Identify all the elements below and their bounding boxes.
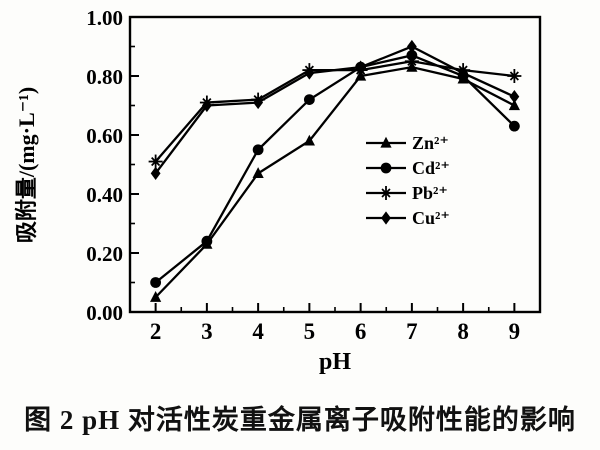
series-cd	[150, 49, 520, 288]
triangle-marker	[303, 134, 315, 146]
star-marker	[404, 54, 419, 69]
series-cd-line	[154, 54, 516, 284]
diamond-marker	[406, 39, 417, 54]
y-axis: 0.00 0.20 0.40 0.60 0.80 1.00 吸附量/(mg·L⁻¹)	[14, 6, 139, 325]
legend-entry-cu: Cu²⁺	[366, 208, 450, 228]
x-tick-label: 3	[201, 319, 213, 344]
legend: Zn²⁺ Cd²⁺ Pb²⁺ Cu²⁺	[366, 133, 450, 228]
series-cu-line	[154, 45, 515, 175]
diamond-marker	[150, 166, 161, 180]
circle-marker	[201, 235, 213, 247]
series-zn-line	[154, 65, 515, 299]
star-marker	[148, 154, 163, 169]
circle-marker	[380, 162, 392, 174]
circle-marker	[150, 277, 162, 288]
star-marker	[379, 186, 393, 200]
x-axis: 2 3 4 5 6 7 8 9 pH	[129, 303, 541, 375]
triangle-marker	[380, 136, 392, 148]
x-tick-label: 4	[252, 319, 264, 344]
legend-entry-cd: Cd²⁺	[366, 158, 450, 178]
y-tick-label: 0.40	[86, 183, 123, 207]
diamond-marker	[381, 211, 391, 225]
y-tick-label: 0.00	[86, 301, 123, 325]
legend-label: Zn²⁺	[412, 133, 449, 153]
x-axis-title: pH	[319, 349, 351, 375]
x-tick-label: 5	[304, 319, 316, 344]
adsorption-vs-ph-line-chart: 2 3 4 5 6 7 8 9 pH 0.00 0.20 0.40 0.60 0.80 1.00 吸附量/(m…	[14, 6, 542, 375]
diamond-marker	[201, 98, 212, 113]
y-axis-title: 吸附量/(mg·L⁻¹)	[14, 87, 39, 243]
circle-marker	[252, 144, 264, 156]
diamond-marker	[355, 60, 366, 74]
circle-marker	[508, 120, 520, 132]
x-tick-label: 7	[406, 319, 418, 344]
figure-caption: 图 2 pH 对活性炭重金属离子吸附性能的影响	[24, 405, 576, 435]
legend-entry-pb: Pb²⁺	[366, 183, 448, 203]
legend-entry-zn: Zn²⁺	[366, 133, 449, 153]
legend-label: Cd²⁺	[412, 158, 450, 178]
plot-frame	[128, 15, 542, 314]
x-tick-label: 9	[509, 319, 521, 344]
x-tick-label: 6	[355, 319, 367, 344]
star-marker	[507, 69, 522, 83]
y-tick-label: 0.80	[86, 65, 123, 89]
triangle-marker	[252, 167, 264, 178]
triangle-marker	[508, 99, 520, 111]
y-tick-label: 0.20	[86, 242, 123, 266]
y-tick-label: 0.60	[86, 124, 123, 148]
diamond-marker	[253, 95, 264, 110]
diamond-marker	[304, 66, 315, 80]
diamond-marker	[458, 66, 469, 80]
diamond-marker	[509, 90, 520, 104]
circle-marker	[303, 94, 315, 105]
legend-label: Cu²⁺	[412, 208, 450, 228]
series-zn	[150, 60, 520, 302]
triangle-marker	[150, 291, 162, 302]
x-tick-label: 2	[150, 319, 162, 344]
series-cu	[150, 39, 520, 180]
legend-label: Pb²⁺	[412, 183, 448, 203]
y-tick-label: 1.00	[86, 6, 123, 30]
x-tick-label: 8	[457, 319, 469, 344]
